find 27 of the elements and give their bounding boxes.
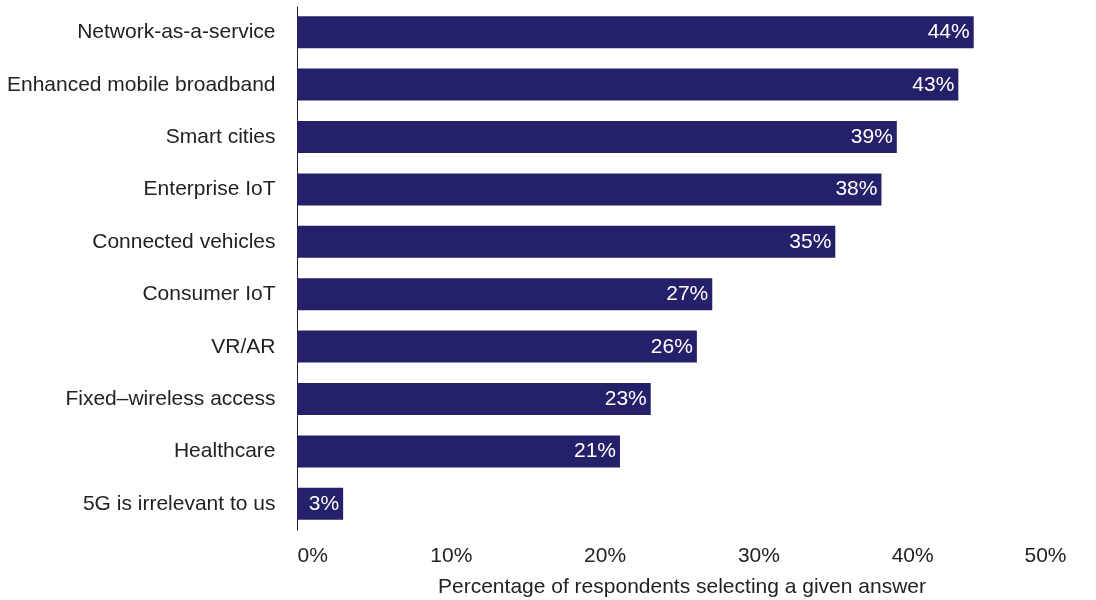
y-tick-label: Consumer IoT [142,281,276,305]
data-label: 44% [927,19,970,43]
data-label: 26% [650,333,693,357]
y-tick-label: Smart cities [165,124,276,147]
y-tick-label: Fixed–wireless access [65,386,276,409]
x-tick-label: 40% [891,542,934,566]
data-label: 38% [835,176,878,200]
data-label: 39% [850,124,893,147]
y-tick-label: Connected vehicles [92,228,276,252]
x-tick-label: 20% [584,542,627,566]
y-tick-label: VR/AR [211,333,276,357]
data-label: 23% [604,386,647,409]
x-tick-label: 30% [737,542,780,566]
y-tick-label: Enhanced mobile broadband [6,71,276,95]
y-tick-label: Healthcare [173,438,276,462]
data-label: 3% [308,490,340,514]
y-tick-label: 5G is irrelevant to us [82,490,276,514]
x-axis-title: Percentage of respondents selecting a given answer [438,573,926,597]
y-tick-label: Enterprise IoT [143,176,276,200]
x-tick-label: 50% [1024,542,1067,566]
data-label: 43% [912,71,955,95]
data-label: 35% [789,228,832,252]
data-label: 21% [573,438,616,462]
x-tick-label: 0% [297,542,328,566]
x-tick-label: 10% [430,542,473,566]
y-tick-label: Network-as-a-service [77,19,276,43]
data-label: 27% [666,281,709,305]
